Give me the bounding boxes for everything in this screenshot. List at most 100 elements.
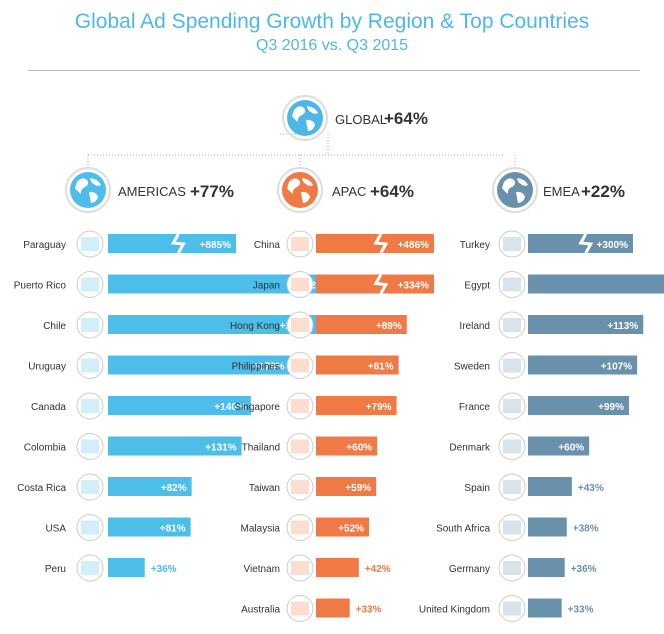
country-name: Japan: [253, 281, 280, 292]
value-label: +81%: [160, 524, 186, 535]
flag-icon: [503, 561, 521, 575]
value-label: +81%: [368, 362, 394, 373]
globe-land: [516, 191, 525, 203]
flag-icon: [291, 561, 309, 575]
flag-icon: [291, 358, 309, 373]
country-name: Thailand: [242, 443, 280, 454]
value-label: +36%: [151, 564, 177, 575]
flag-icon: [498, 473, 526, 501]
country-name: Uruguay: [28, 362, 66, 373]
bar: [528, 396, 629, 415]
country-name: USA: [45, 524, 66, 535]
value-label: +33%: [568, 605, 594, 616]
flag-icon: [503, 601, 521, 616]
country-row: Egypt+229%: [464, 271, 664, 298]
flag-icon: [503, 237, 521, 251]
flag-icon: [76, 514, 104, 541]
globe-ocean: [282, 172, 318, 208]
break-mark: [373, 233, 389, 254]
country-name: China: [254, 240, 281, 251]
flag-icon: [498, 230, 526, 258]
value-label: +113%: [607, 321, 638, 332]
globe-land: [302, 178, 313, 186]
value-label: +60%: [558, 443, 584, 454]
bar: [528, 558, 565, 577]
americas-label: AMERICAS: [118, 184, 186, 199]
globe-land: [89, 191, 98, 203]
country-name: Philippines: [232, 362, 280, 373]
bar: [528, 436, 590, 456]
value-label: +60%: [346, 443, 372, 454]
bar: [528, 274, 664, 294]
country-name: Germany: [449, 564, 490, 575]
flag-icon: [291, 520, 309, 535]
flag-icon: [286, 271, 314, 298]
bar: [316, 517, 370, 537]
globe-ring: [492, 167, 538, 213]
break-mark: [578, 233, 594, 254]
connector-lines: [87, 133, 516, 168]
apac-value: +64%: [370, 182, 414, 201]
global-value: +64%: [384, 109, 428, 128]
country-name: South Africa: [436, 524, 490, 535]
bar: [108, 355, 290, 375]
country-name: Costa Rica: [17, 483, 66, 494]
flag-icon: [291, 399, 309, 413]
flag-icon: [76, 352, 104, 379]
flag-icon: [81, 237, 99, 251]
flag-icon: [291, 277, 309, 292]
value-label: +52%: [338, 524, 364, 535]
country-row: Canada +140%: [31, 392, 251, 420]
bar: [316, 477, 377, 496]
bar: [108, 477, 192, 496]
flag-icon: [76, 311, 104, 339]
flag-icon: [498, 271, 526, 298]
globe-land: [301, 191, 310, 203]
flag-icon: [498, 392, 526, 420]
country-name: Taiwan: [249, 483, 280, 494]
country-name: Denmark: [449, 443, 491, 454]
value-label: +885%: [200, 240, 232, 251]
country-row: Uruguay +178%: [28, 352, 290, 379]
bar: [528, 355, 638, 375]
flag-icon: [286, 514, 314, 541]
flag-icon: [81, 561, 99, 575]
value-label: +107%: [601, 362, 633, 373]
value-label: +486%: [398, 240, 430, 251]
flag-icon: [81, 480, 99, 494]
globe-land: [306, 119, 315, 131]
flag-icon: [286, 433, 314, 460]
flag-icon: [503, 358, 521, 373]
country-row: Malaysia +52%: [241, 514, 370, 541]
globe-ocean: [70, 172, 106, 208]
bar: [316, 436, 378, 456]
bar: [528, 598, 562, 618]
flag-icon: [503, 520, 521, 535]
bar: [316, 396, 397, 415]
title-divider: [28, 70, 640, 71]
country-row: Sweden +107%: [454, 352, 638, 379]
value-label: +79%: [366, 402, 392, 413]
bar: [528, 517, 567, 537]
country-name: Ireland: [459, 321, 490, 332]
country-row: South Africa +38%: [436, 514, 599, 541]
flag-icon: [286, 392, 314, 420]
bar: [316, 558, 359, 577]
flag-icon: [291, 480, 309, 494]
country-row: Australia +33%: [241, 595, 382, 622]
globe-ocean: [497, 172, 533, 208]
flag-icon: [291, 601, 309, 616]
country-name: Singapore: [234, 402, 280, 413]
country-name: Spain: [464, 483, 490, 494]
bar: [316, 315, 407, 334]
flag-icon: [76, 554, 104, 582]
globe-land: [517, 178, 528, 186]
flag-icon: [498, 311, 526, 339]
bar: [528, 315, 644, 334]
flag-icon: [286, 230, 314, 258]
value-label: +131%: [205, 443, 237, 454]
flag-icon: [503, 318, 521, 332]
globe-ring: [65, 167, 111, 213]
country-name: Paraguay: [23, 240, 66, 251]
country-row: Ireland +113%: [459, 311, 644, 339]
